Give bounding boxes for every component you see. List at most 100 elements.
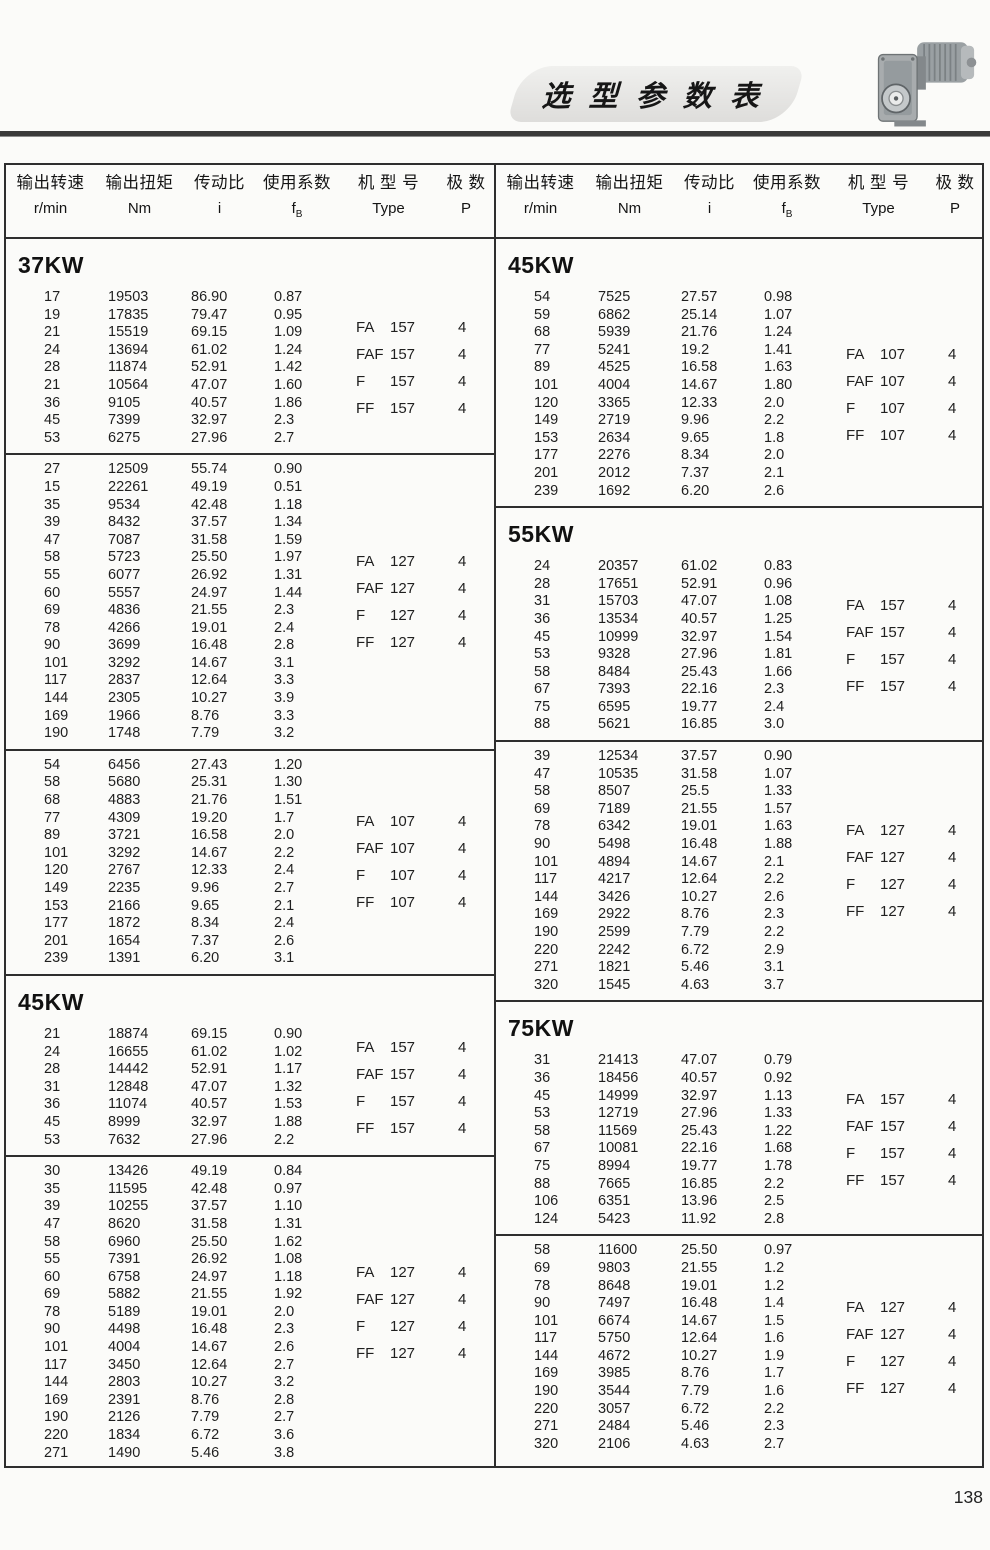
cell-speed: 220	[44, 1427, 69, 1444]
table-row: 35 11595 42.48 0.97	[6, 1181, 351, 1199]
model-size: 107	[390, 813, 416, 831]
cell-speed: 67	[534, 1140, 551, 1157]
cell-ratio: 19.01	[681, 1277, 718, 1294]
model-row: FF 157 4	[846, 1167, 982, 1194]
model-series: FAF	[356, 840, 384, 858]
model-row: F 127 4	[846, 1348, 982, 1375]
cell-factor: 2.0	[274, 827, 295, 844]
cell-ratio: 6.20	[681, 482, 710, 499]
table-row: 169 1966 8.76 3.3	[6, 708, 351, 726]
cell-ratio: 31.58	[681, 765, 718, 782]
cell-torque: 4309	[108, 809, 141, 826]
model-size: 127	[390, 1344, 416, 1362]
cell-torque: 10081	[598, 1140, 639, 1157]
title-banner: 选 型 参 数 表	[506, 66, 806, 122]
cell-factor: 3.8	[274, 1444, 295, 1461]
cell-torque: 11074	[108, 1096, 148, 1113]
header-unit: P	[460, 200, 471, 217]
model-poles: 4	[948, 597, 957, 615]
model-series: F	[356, 1317, 366, 1335]
model-row: FAF 157 4	[846, 619, 982, 646]
header-label: 输出转速	[506, 174, 575, 192]
cell-ratio: 5.46	[681, 1418, 710, 1435]
model-size: 107	[880, 426, 906, 444]
cell-factor: 1.59	[274, 531, 303, 548]
cell-torque: 4004	[598, 376, 631, 393]
cell-speed: 58	[534, 663, 551, 680]
cell-speed: 120	[44, 862, 69, 879]
header-unit: r/min	[33, 200, 68, 217]
model-size: 107	[880, 399, 906, 417]
cell-torque: 3985	[598, 1365, 631, 1382]
data-group: 39 12534 37.57 0.90 47 10535 31.58 1.07 58 8507 25…	[496, 740, 982, 1000]
cell-torque: 4498	[108, 1321, 141, 1338]
cell-ratio: 25.50	[681, 1242, 718, 1259]
cell-torque: 3365	[598, 394, 631, 411]
cell-speed: 90	[534, 1295, 551, 1312]
cell-speed: 53	[44, 1131, 61, 1148]
table-row: 45 14999 32.97 1.13	[496, 1088, 841, 1106]
cell-factor: 2.0	[764, 447, 785, 464]
cell-speed: 58	[44, 549, 61, 566]
table-row: 120 2767 12.33 2.4	[6, 862, 351, 880]
cell-factor: 2.3	[764, 906, 785, 923]
cell-torque: 4525	[598, 359, 631, 376]
table-row: 39 10255 37.57 1.10	[6, 1198, 351, 1216]
data-group: 31 21413 47.07 0.79 36 18456 40.57 0.92 45 14999 3…	[496, 1046, 982, 1234]
cell-speed: 101	[44, 1339, 69, 1356]
cell-ratio: 47.07	[191, 1078, 228, 1095]
page-number: 138	[953, 1487, 983, 1507]
table-row: 169 2391 8.76 2.8	[6, 1392, 351, 1410]
cell-factor: 2.3	[274, 602, 295, 619]
cell-ratio: 25.31	[191, 774, 228, 791]
table-row: 190 2599 7.79 2.2	[496, 924, 841, 942]
model-series: FAF	[356, 1065, 384, 1083]
table-row: 58 8484 25.43 1.66	[496, 664, 841, 682]
model-size: 157	[390, 1065, 416, 1083]
table-row: 89 4525 16.58 1.63	[496, 359, 841, 377]
cell-ratio: 37.57	[681, 748, 718, 765]
table-row: 190 3544 7.79 1.6	[496, 1383, 841, 1401]
model-poles: 4	[948, 1091, 957, 1109]
cell-ratio: 12.64	[191, 1356, 228, 1373]
table-row: 54 6456 27.43 1.20	[6, 757, 351, 775]
model-series: F	[846, 399, 856, 417]
cell-ratio: 11.92	[681, 1210, 717, 1227]
cell-speed: 69	[534, 1259, 551, 1276]
cell-ratio: 37.57	[191, 1198, 228, 1215]
table-row: 47 7087 31.58 1.59	[6, 532, 351, 550]
table-row: 117 5750 12.64 1.6	[496, 1330, 841, 1348]
table-row: 320 1545 4.63 3.7	[496, 977, 841, 995]
table-row: 153 2634 9.65 1.8	[496, 430, 841, 448]
table-row: 271 2484 5.46 2.3	[496, 1418, 841, 1436]
table-row: 67 10081 22.16 1.68	[496, 1140, 841, 1158]
cell-speed: 220	[534, 1400, 559, 1417]
cell-speed: 36	[534, 610, 551, 627]
table-row: 101 6674 14.67 1.5	[496, 1313, 841, 1331]
model-series: FA	[356, 553, 375, 571]
power-section: 75KW 31 21413 47.07 0.79 36 18456 40.57 0.92 45 14…	[496, 1000, 982, 1459]
cell-torque: 2305	[108, 690, 141, 707]
cell-factor: 3.7	[764, 976, 785, 993]
cell-torque: 3057	[598, 1400, 631, 1417]
cell-torque: 4894	[598, 853, 631, 870]
model-size: 127	[880, 822, 906, 840]
model-series: FF	[356, 1119, 375, 1137]
table-row: 101 4894 14.67 2.1	[496, 854, 841, 872]
table-row: 271 1490 5.46 3.8	[6, 1445, 351, 1463]
cell-torque: 8994	[598, 1157, 631, 1174]
table-row: 239 1391 6.20 3.1	[6, 950, 351, 968]
cell-torque: 7525	[598, 289, 631, 305]
model-series: FF	[356, 894, 375, 912]
cell-ratio: 19.2	[681, 341, 710, 358]
cell-speed: 58	[534, 1122, 551, 1139]
cell-torque: 8484	[598, 663, 631, 680]
cell-factor: 2.2	[764, 871, 785, 888]
cell-speed: 19	[44, 306, 61, 323]
model-poles: 4	[458, 319, 467, 337]
cell-ratio: 6.72	[681, 941, 710, 958]
model-poles: 4	[458, 1344, 467, 1362]
cell-ratio: 8.34	[191, 915, 220, 932]
model-row: FAF 127 4	[846, 844, 982, 871]
cell-ratio: 42.48	[191, 1180, 228, 1197]
